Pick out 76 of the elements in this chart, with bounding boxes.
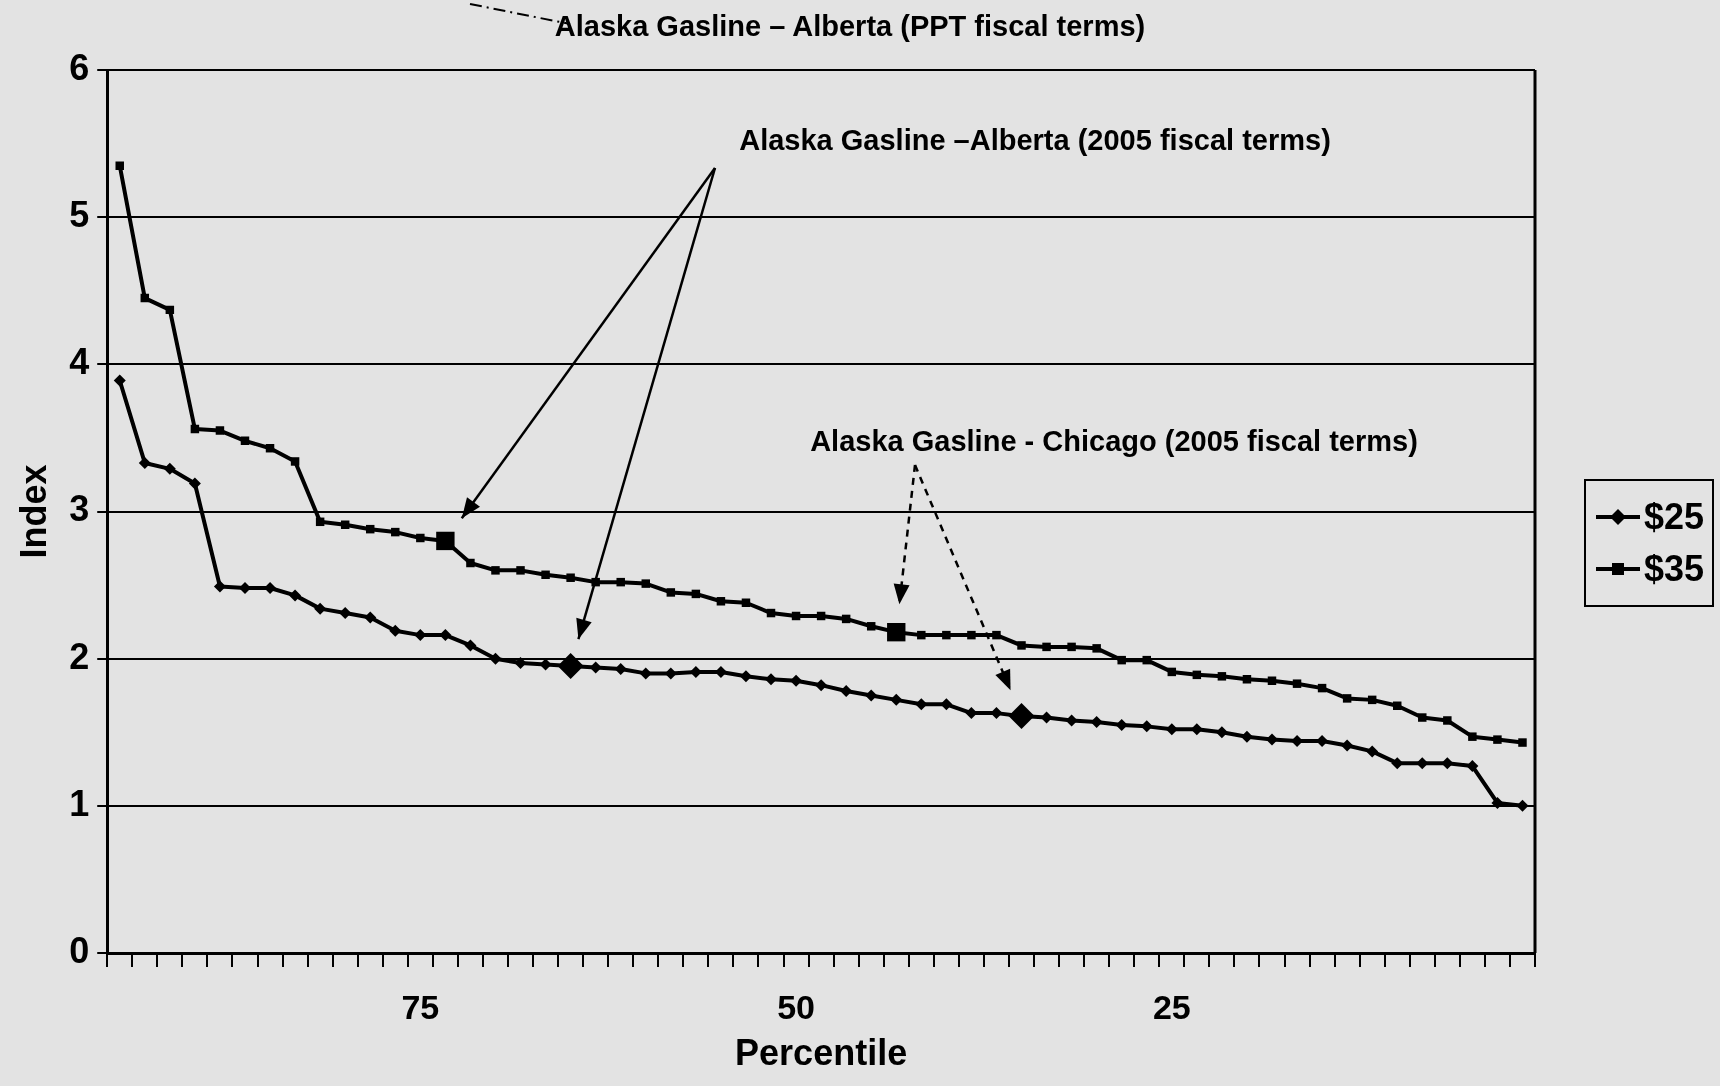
point — [1115, 718, 1128, 731]
point — [1366, 745, 1379, 758]
point — [716, 597, 726, 606]
point — [1443, 716, 1452, 725]
point — [890, 693, 903, 706]
legend-label: $35 — [1643, 547, 1704, 591]
point — [1491, 796, 1504, 809]
point — [1468, 732, 1477, 741]
y-tick-label: 6 — [69, 46, 90, 88]
point — [489, 652, 502, 665]
point — [115, 161, 124, 170]
point — [967, 630, 976, 640]
point — [1092, 644, 1101, 653]
text: Alaska Gasline – Alberta (PPT fiscal terms) — [554, 9, 1146, 43]
point — [1267, 676, 1277, 685]
point — [1292, 679, 1302, 688]
point — [213, 580, 226, 593]
annotation: Alaska Gasline –Alberta (2005 fiscal terms) — [739, 123, 1331, 157]
y-tick-label: 4 — [69, 341, 90, 383]
point — [616, 577, 625, 587]
point — [1117, 655, 1126, 665]
point — [290, 457, 300, 466]
point — [314, 602, 327, 615]
point — [917, 630, 926, 640]
point — [389, 624, 402, 637]
point — [666, 588, 676, 597]
y-tick-label: 3 — [69, 488, 90, 530]
point — [491, 566, 500, 575]
point — [942, 630, 951, 640]
point — [641, 579, 651, 588]
x-axis-title: Percentile — [735, 1032, 908, 1074]
point — [1341, 739, 1354, 752]
point — [566, 573, 575, 582]
point — [188, 477, 201, 490]
point — [865, 689, 878, 702]
point — [1165, 723, 1178, 736]
point — [391, 527, 400, 537]
point — [1067, 642, 1076, 652]
point — [1215, 726, 1228, 739]
point — [466, 558, 475, 568]
y-tick-label: 2 — [69, 635, 90, 677]
y-tick-label: 1 — [69, 782, 90, 824]
point — [992, 630, 1001, 640]
annotation: Alaska Gasline - Chicago (2005 fiscal terms) — [810, 424, 1418, 458]
y-tick-label: 0 — [69, 929, 90, 971]
y-axis-title: Index — [12, 464, 54, 559]
point — [516, 566, 525, 575]
point — [364, 611, 377, 624]
point — [1240, 730, 1253, 743]
point — [163, 462, 176, 475]
point — [289, 589, 302, 602]
point — [866, 622, 876, 631]
point — [138, 456, 151, 469]
x-tick-label: 50 — [777, 987, 815, 1026]
point — [1342, 694, 1352, 703]
point — [815, 679, 828, 692]
x-tick-label: 25 — [1152, 987, 1191, 1026]
point — [1466, 760, 1479, 773]
point — [739, 670, 752, 683]
point — [1418, 713, 1427, 722]
point — [1493, 735, 1502, 744]
legend-label: $25 — [1643, 495, 1704, 539]
point — [541, 570, 550, 580]
point — [113, 374, 126, 387]
point — [1217, 672, 1227, 681]
x-tick-label: 75 — [401, 987, 440, 1026]
point — [790, 674, 803, 687]
point — [215, 426, 225, 435]
point — [514, 657, 527, 670]
point — [1518, 738, 1527, 747]
point — [1242, 675, 1252, 684]
point — [464, 639, 477, 652]
y-tick-label: 5 — [69, 194, 90, 236]
point — [416, 533, 425, 543]
point — [1017, 641, 1026, 650]
point — [1042, 642, 1051, 652]
